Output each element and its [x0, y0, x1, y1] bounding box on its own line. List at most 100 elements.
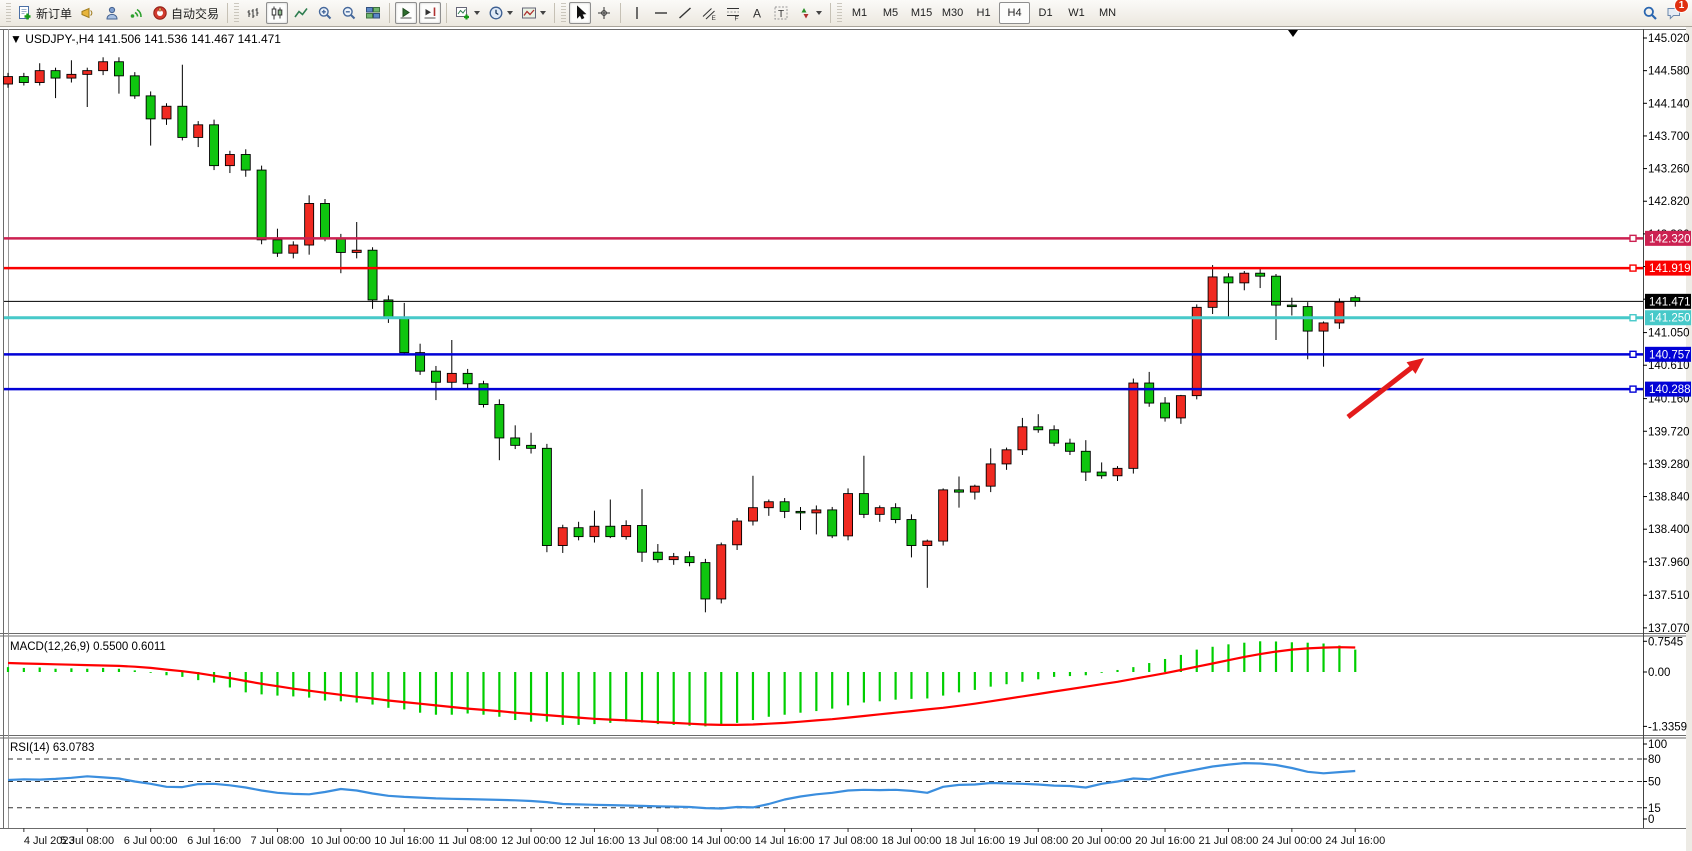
- periods-button[interactable]: [485, 2, 516, 24]
- zoom-in-button[interactable]: [314, 2, 336, 24]
- fibonacci-button[interactable]: F: [722, 2, 744, 24]
- timeframe-w1[interactable]: W1: [1068, 7, 1085, 19]
- candlestick-chart-button[interactable]: [266, 2, 289, 24]
- candle-body: [557, 527, 568, 546]
- rsi-label: RSI(14) 63.0783: [10, 742, 94, 754]
- candle-body: [510, 437, 521, 446]
- candle-body: [668, 556, 679, 561]
- timeframe-m15[interactable]: M15: [910, 7, 933, 19]
- toolbar-grip[interactable]: [6, 3, 11, 23]
- hline-142.320[interactable]: 142.320: [4, 230, 1691, 246]
- hline-handle[interactable]: [1629, 264, 1637, 272]
- hline-handle[interactable]: [1629, 234, 1637, 243]
- tile-windows-button[interactable]: [362, 2, 384, 24]
- hline-handle[interactable]: [1629, 350, 1637, 359]
- timeframe-m1[interactable]: M1: [851, 7, 868, 19]
- notification-badge: 1: [1674, 0, 1689, 13]
- search-button[interactable]: [1639, 2, 1661, 24]
- autotrade-icon: [152, 5, 168, 21]
- candle-body: [874, 507, 885, 515]
- time-tick-label: 12 Jul 16:00: [564, 835, 624, 847]
- news-horn-button[interactable]: [77, 2, 99, 24]
- hline-141.919[interactable]: 141.919: [4, 260, 1691, 276]
- candle-body: [161, 105, 172, 120]
- candle-body: [494, 404, 505, 439]
- price-badge: [1645, 293, 1691, 309]
- candle-body: [145, 95, 156, 120]
- candle-body: [526, 444, 536, 449]
- zoom-out-icon: [341, 5, 357, 21]
- toolbar-separator: [227, 3, 229, 23]
- trendline-button[interactable]: [674, 2, 696, 24]
- macd-panel: 0.7545 0.00 -1.3359 MACD(12,26,9) 0.5500 0.…: [6, 636, 1687, 733]
- timeframe-h4[interactable]: H4: [999, 2, 1031, 24]
- hline-141.471[interactable]: 141.471: [4, 293, 1691, 309]
- rsi-tick-label: 80: [1648, 754, 1661, 766]
- toolbar-grip[interactable]: [234, 3, 240, 23]
- timeframe-m5[interactable]: M5: [882, 7, 899, 19]
- text-label-button[interactable]: T: [770, 2, 792, 24]
- price-tick-label: 137.510: [1648, 590, 1690, 602]
- hline-141.250[interactable]: 141.250: [4, 310, 1691, 326]
- arrows-button[interactable]: [794, 2, 825, 24]
- zoom-out-button[interactable]: [338, 2, 360, 24]
- hline-140.288[interactable]: 140.288: [4, 381, 1691, 397]
- trend-arrow[interactable]: [1346, 358, 1424, 419]
- notifications-button[interactable]: 1: [1663, 0, 1689, 24]
- toolbar-grip[interactable]: [561, 3, 567, 23]
- bar-chart-button[interactable]: [242, 2, 264, 24]
- profile-button[interactable]: [101, 2, 123, 24]
- chart-shift-marker[interactable]: [1288, 30, 1298, 37]
- fibonacci-icon: F: [725, 5, 741, 21]
- chart-background: [0, 27, 1692, 851]
- candle-body: [1112, 467, 1123, 477]
- vertical-line-button[interactable]: [626, 2, 648, 24]
- rsi-tick-label: 100: [1648, 739, 1667, 751]
- toolbar-separator: [830, 3, 832, 23]
- hline-140.757[interactable]: 140.757: [4, 346, 1691, 362]
- candle-body: [224, 154, 235, 167]
- cursor-button[interactable]: [569, 2, 592, 24]
- candle-body: [1144, 382, 1155, 404]
- time-tick-label: 13 Jul 08:00: [628, 835, 688, 847]
- line-chart-button[interactable]: [290, 2, 312, 24]
- candle-body: [969, 485, 980, 493]
- time-tick-label: 17 Jul 08:00: [818, 835, 878, 847]
- auto-scroll-button[interactable]: [395, 2, 418, 24]
- template-button[interactable]: [518, 2, 549, 24]
- time-tick-label: 6 Jul 16:00: [187, 835, 241, 847]
- time-tick-label: 4 Jul 2023: [24, 835, 75, 847]
- text-button[interactable]: A: [746, 2, 768, 24]
- price-tick-label: 137.070: [1648, 623, 1690, 635]
- new-order-button[interactable]: 新订单: [14, 2, 75, 24]
- time-tick-label: 20 Jul 00:00: [1072, 835, 1132, 847]
- price-chart[interactable]: 145.020 144.580 144.140 143.700 143.260 142.8…: [0, 27, 1692, 851]
- toolbar-grip[interactable]: [837, 3, 843, 23]
- candle-body: [1033, 426, 1044, 431]
- hline-handle[interactable]: [1629, 385, 1637, 393]
- timeframe-m30[interactable]: M30: [941, 7, 964, 19]
- timeframe-h1[interactable]: H1: [976, 7, 991, 19]
- time-tick-label: 14 Jul 16:00: [755, 835, 815, 847]
- signal-button[interactable]: [125, 2, 147, 24]
- candlesticks: [3, 57, 1361, 613]
- add-indicator-button[interactable]: [452, 2, 483, 24]
- timeframe-mn[interactable]: MN: [1098, 7, 1117, 19]
- crosshair-button[interactable]: [593, 2, 615, 24]
- autotrade-button[interactable]: 自动交易: [149, 2, 222, 24]
- horizontal-line-icon: [653, 5, 669, 21]
- equidistant-channel-button[interactable]: E: [698, 2, 720, 24]
- profile-icon: [104, 5, 120, 21]
- horizontal-line-button[interactable]: [650, 2, 672, 24]
- candle-body: [415, 352, 426, 372]
- candle-body: [1271, 275, 1281, 306]
- rsi-panel: 100 80 50 150 RSI(14) 63.0783: [7, 739, 1667, 826]
- price-badge: [1645, 230, 1691, 246]
- candle-body: [50, 70, 61, 79]
- chart-shift-button[interactable]: [419, 2, 442, 24]
- candle-body: [843, 493, 853, 537]
- timeframe-d1[interactable]: D1: [1038, 7, 1053, 19]
- hline-handle[interactable]: [1629, 314, 1637, 322]
- news-horn-icon: [80, 5, 96, 21]
